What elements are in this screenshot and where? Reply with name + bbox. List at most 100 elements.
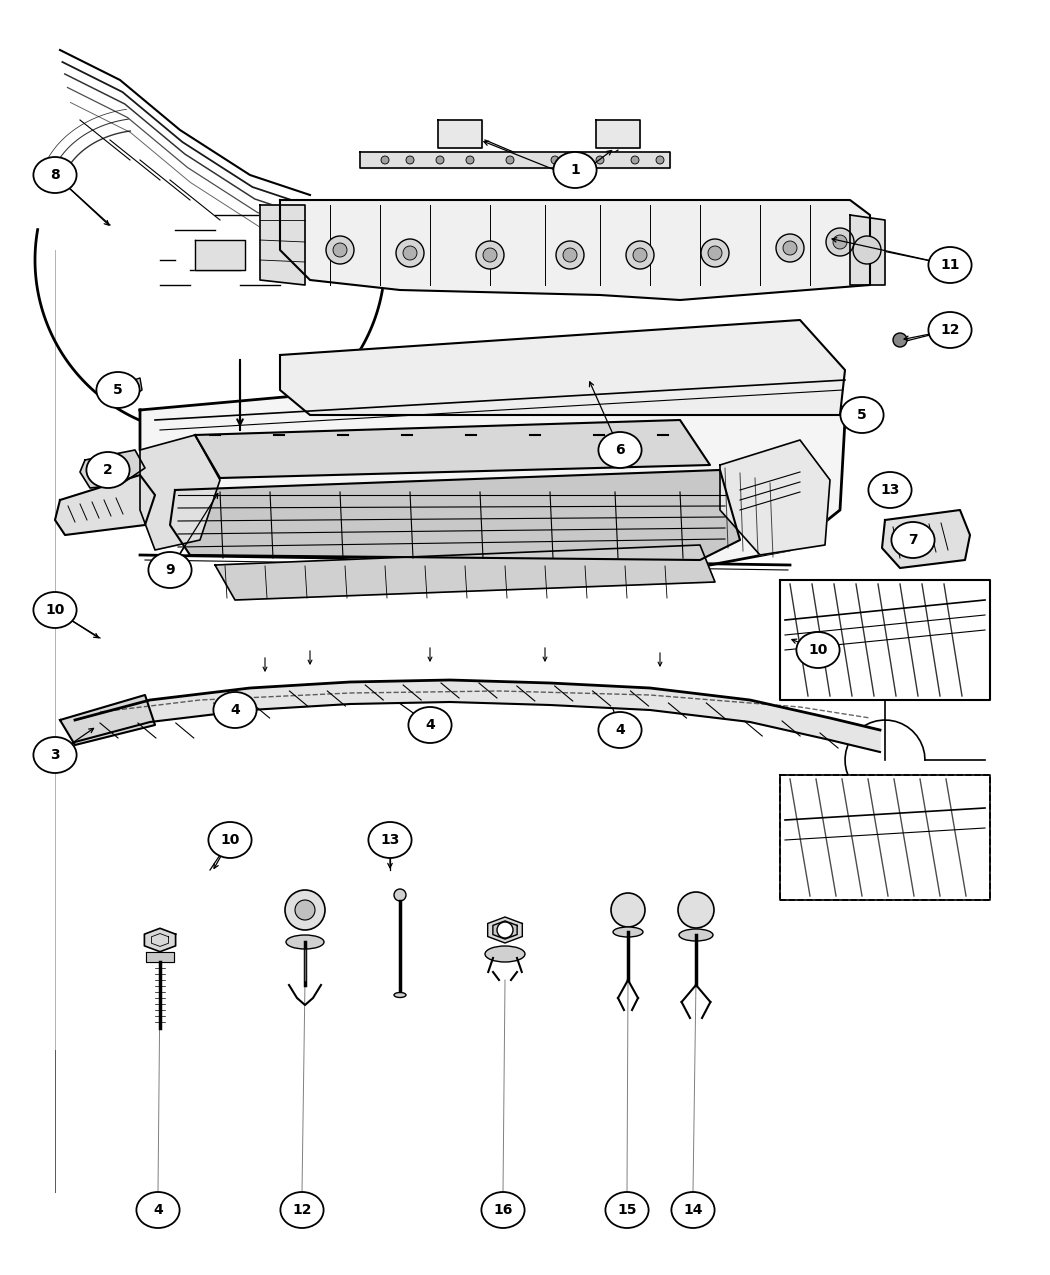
Polygon shape	[487, 917, 522, 943]
Polygon shape	[438, 120, 482, 148]
Ellipse shape	[485, 946, 525, 963]
Polygon shape	[140, 354, 845, 570]
Circle shape	[826, 228, 854, 256]
Polygon shape	[260, 205, 304, 286]
Polygon shape	[780, 775, 990, 900]
Text: 10: 10	[220, 833, 239, 847]
Circle shape	[611, 892, 645, 927]
Text: 7: 7	[908, 533, 918, 547]
Circle shape	[556, 241, 584, 269]
Polygon shape	[882, 510, 970, 567]
Text: 4: 4	[153, 1204, 163, 1218]
Text: 4: 4	[615, 723, 625, 737]
Ellipse shape	[613, 927, 643, 937]
Ellipse shape	[148, 552, 191, 588]
Text: 13: 13	[880, 483, 900, 497]
Ellipse shape	[868, 472, 911, 507]
Circle shape	[381, 156, 388, 164]
Circle shape	[776, 235, 804, 261]
Text: 12: 12	[940, 323, 960, 337]
Ellipse shape	[213, 692, 256, 728]
Polygon shape	[850, 215, 885, 286]
Ellipse shape	[796, 632, 840, 668]
Ellipse shape	[408, 708, 452, 743]
Text: 14: 14	[684, 1204, 702, 1218]
Circle shape	[656, 156, 664, 164]
Circle shape	[466, 156, 474, 164]
Text: 10: 10	[808, 643, 827, 657]
Polygon shape	[780, 580, 990, 700]
Circle shape	[285, 890, 326, 929]
Text: 1: 1	[570, 163, 580, 177]
Circle shape	[708, 246, 722, 260]
Ellipse shape	[671, 1192, 715, 1228]
Circle shape	[551, 156, 559, 164]
Circle shape	[406, 156, 414, 164]
Ellipse shape	[679, 929, 713, 941]
Polygon shape	[75, 680, 880, 752]
Text: 6: 6	[615, 442, 625, 456]
Circle shape	[333, 244, 347, 258]
Ellipse shape	[840, 397, 884, 434]
Text: 8: 8	[50, 168, 60, 182]
Circle shape	[892, 333, 907, 347]
Polygon shape	[80, 450, 145, 488]
Ellipse shape	[598, 432, 642, 468]
Ellipse shape	[481, 1192, 525, 1228]
Circle shape	[626, 241, 654, 269]
Polygon shape	[280, 320, 845, 414]
Polygon shape	[140, 435, 220, 550]
Polygon shape	[145, 928, 175, 951]
Ellipse shape	[97, 372, 140, 408]
Polygon shape	[492, 921, 517, 940]
Text: 13: 13	[380, 833, 400, 847]
Text: 16: 16	[494, 1204, 512, 1218]
Polygon shape	[848, 398, 867, 419]
Ellipse shape	[34, 737, 77, 773]
Ellipse shape	[34, 592, 77, 629]
Circle shape	[678, 892, 714, 928]
Circle shape	[563, 249, 578, 261]
Polygon shape	[360, 152, 670, 168]
Circle shape	[394, 889, 406, 901]
Circle shape	[483, 249, 497, 261]
Text: 10: 10	[45, 603, 65, 617]
Text: 5: 5	[857, 408, 867, 422]
Text: 3: 3	[50, 748, 60, 762]
Polygon shape	[215, 544, 715, 601]
Circle shape	[326, 236, 354, 264]
Ellipse shape	[891, 521, 934, 558]
Circle shape	[853, 236, 881, 264]
Polygon shape	[596, 120, 640, 148]
Circle shape	[396, 238, 424, 266]
Text: 4: 4	[230, 703, 239, 717]
Polygon shape	[125, 377, 142, 398]
Polygon shape	[60, 695, 155, 745]
Ellipse shape	[928, 247, 971, 283]
Text: 2: 2	[103, 463, 113, 477]
Circle shape	[701, 238, 729, 266]
Text: 4: 4	[425, 718, 435, 732]
Polygon shape	[55, 476, 155, 536]
Circle shape	[506, 156, 514, 164]
Ellipse shape	[280, 1192, 323, 1228]
Circle shape	[436, 156, 444, 164]
Polygon shape	[195, 240, 245, 270]
Ellipse shape	[369, 822, 412, 858]
Polygon shape	[720, 440, 830, 555]
Text: 11: 11	[940, 258, 960, 272]
Polygon shape	[280, 200, 870, 300]
Ellipse shape	[208, 822, 252, 858]
Ellipse shape	[286, 935, 324, 949]
Ellipse shape	[606, 1192, 649, 1228]
Ellipse shape	[928, 312, 971, 348]
Circle shape	[833, 235, 847, 249]
Text: 15: 15	[617, 1204, 636, 1218]
Circle shape	[596, 156, 604, 164]
Ellipse shape	[394, 992, 406, 997]
Circle shape	[783, 241, 797, 255]
Ellipse shape	[86, 453, 129, 488]
Circle shape	[633, 249, 647, 261]
Circle shape	[403, 246, 417, 260]
Circle shape	[476, 241, 504, 269]
